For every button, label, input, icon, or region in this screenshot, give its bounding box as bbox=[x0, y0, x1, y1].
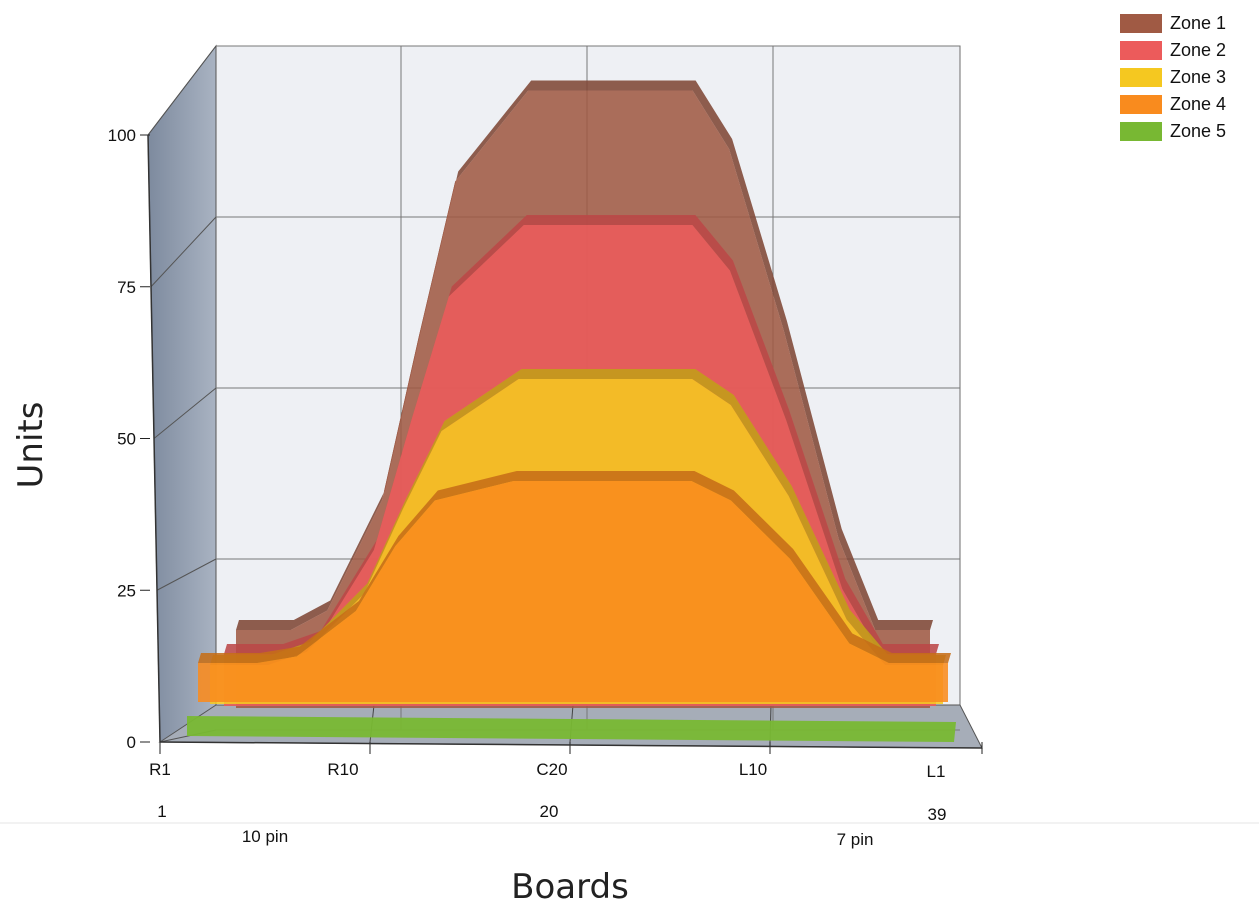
series-cap bbox=[236, 80, 933, 630]
legend-label: Zone 3 bbox=[1170, 67, 1227, 87]
series-5 bbox=[187, 716, 956, 742]
x-index-label: 1 bbox=[157, 802, 166, 821]
legend-swatch bbox=[1120, 41, 1162, 60]
series-cap bbox=[210, 369, 946, 665]
series-band bbox=[187, 716, 956, 742]
y-tick-label: 50 bbox=[117, 430, 136, 449]
y-axis-line bbox=[147, 134, 161, 743]
legend: Zone 1 Zone 2 Zone 3 Zone 4 Zone 5 bbox=[1120, 10, 1226, 145]
side-grid-line bbox=[156, 558, 217, 591]
legend-label: Zone 5 bbox=[1170, 121, 1227, 141]
legend-item: Zone 2 bbox=[1120, 37, 1226, 64]
series-cap bbox=[198, 471, 951, 663]
legend-swatch bbox=[1120, 68, 1162, 87]
side-grid-line bbox=[147, 45, 217, 136]
x-tick-label: L1 bbox=[927, 762, 946, 781]
series-cap bbox=[224, 215, 939, 654]
x-tick-label: R1 bbox=[149, 760, 171, 779]
x-index-label: 20 bbox=[540, 802, 559, 821]
x-tick-label: C20 bbox=[536, 760, 567, 779]
y-tick-label: 0 bbox=[127, 733, 136, 752]
side-grid-line bbox=[153, 387, 217, 439]
y-axis-title: Units bbox=[11, 402, 51, 489]
y-tick-label: 75 bbox=[117, 278, 136, 297]
series-area bbox=[198, 481, 948, 702]
x-axis-title: Boards bbox=[511, 867, 629, 907]
x-sub-label: 7 pin bbox=[837, 830, 874, 849]
legend-item: Zone 3 bbox=[1120, 64, 1226, 91]
legend-label: Zone 4 bbox=[1170, 94, 1227, 114]
x-sub-label: 10 pin bbox=[242, 827, 288, 846]
y-tick-label: 100 bbox=[108, 126, 136, 145]
y-tick-label: 25 bbox=[117, 581, 136, 600]
series-4 bbox=[198, 471, 951, 702]
legend-item: Zone 1 bbox=[1120, 10, 1226, 37]
legend-label: Zone 2 bbox=[1170, 40, 1227, 60]
x-tick-label: L10 bbox=[739, 760, 767, 779]
x-tick-label: R10 bbox=[327, 760, 358, 779]
series-layer bbox=[187, 80, 956, 742]
axis-layer: 0 25 50 75 100 R1 R10 C20 L10 L1 1 20 39 10 pin 7 pin bbox=[0, 126, 1259, 849]
legend-item: Zone 5 bbox=[1120, 118, 1226, 145]
legend-label: Zone 1 bbox=[1170, 13, 1227, 33]
x-index-label: 39 bbox=[928, 805, 947, 824]
legend-swatch bbox=[1120, 14, 1162, 33]
legend-swatch bbox=[1120, 122, 1162, 141]
legend-swatch bbox=[1120, 95, 1162, 114]
x-axis-line bbox=[159, 741, 983, 749]
legend-item: Zone 4 bbox=[1120, 91, 1226, 118]
side-grid-line bbox=[150, 216, 217, 288]
